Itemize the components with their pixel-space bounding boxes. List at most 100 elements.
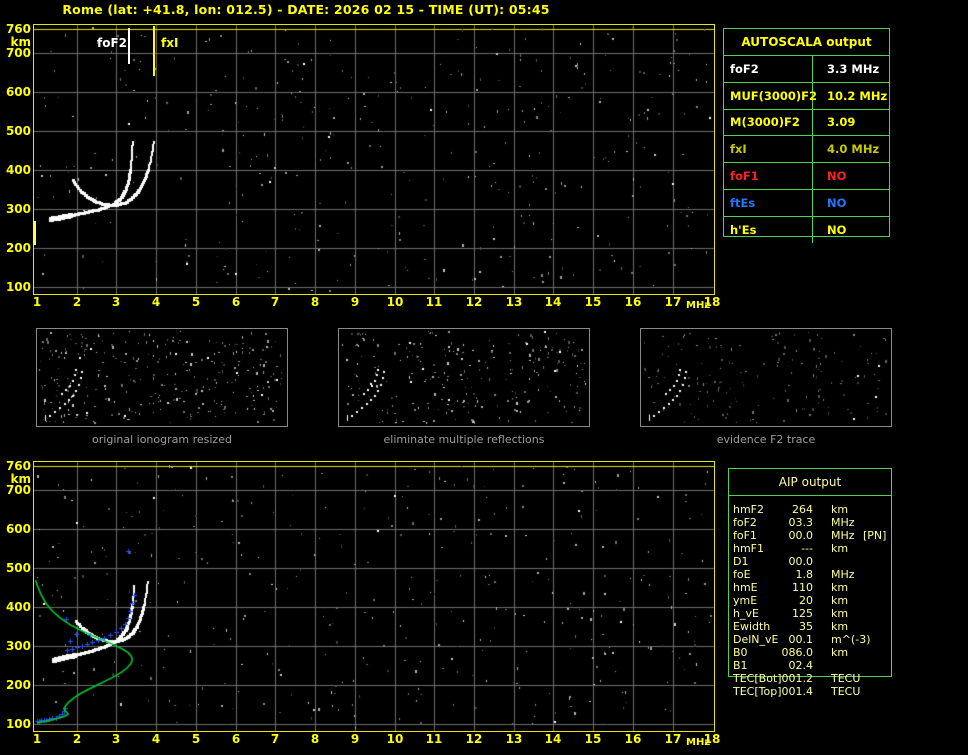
aip-table-title: AIP output <box>729 469 891 496</box>
autoscala-value-hes: NO <box>827 222 847 237</box>
x-tick-13-plot0: 13 <box>505 295 523 309</box>
aip-label-yme: ymE <box>733 594 758 607</box>
y-tick-600-plot0: 600 <box>5 85 31 99</box>
x-tick-7-plot0: 7 <box>270 295 280 309</box>
x-tick-4-plot1: 4 <box>151 732 161 746</box>
aip-row-d1: D1 00.0 <box>733 555 905 568</box>
aip-value-tecbot: 001.2 <box>781 672 814 685</box>
thumbnail-caption-eliminate: eliminate multiple reflections <box>383 433 545 446</box>
aip-unit-foe: MHz <box>831 568 855 581</box>
autoscala-value-ftes: NO <box>827 195 847 210</box>
autoscala-value-m3000f2: 3.09 <box>827 115 856 130</box>
y-tick-400-plot1: 400 <box>5 600 31 614</box>
aip-label-fof2: foF2 <box>733 516 757 529</box>
x-tick-17-plot1: 17 <box>664 732 682 746</box>
aip-value-hme: 110 <box>792 581 813 594</box>
x-tick-15-plot0: 15 <box>584 295 602 309</box>
autoscala-value-fof2: 3.3 MHz <box>827 61 880 76</box>
y-tick-300-plot0: 300 <box>5 202 31 216</box>
autoscala-label-hes: h'Es <box>724 216 813 243</box>
page-title: Rome (lat: +41.8, lon: 012.5) - DATE: 20… <box>62 2 550 17</box>
aip-label-hmf2: hmF2 <box>733 503 765 516</box>
thumbnail-canvas-evidence <box>641 329 891 426</box>
autoscala-value-fxi: 4.0 MHz <box>827 142 880 157</box>
x-tick-6-plot1: 6 <box>231 732 241 746</box>
ionogram-plot-bottom <box>33 461 715 732</box>
x-tick-1-plot0: 1 <box>32 295 42 309</box>
x-tick-6-plot0: 6 <box>231 295 241 309</box>
x-tick-18-plot0: 18 <box>703 295 721 309</box>
aip-value-d1: 00.0 <box>788 555 814 568</box>
autoscala-label-fxi: fxI <box>724 136 813 163</box>
y-tick-300-plot1: 300 <box>5 639 31 653</box>
x-tick-11-plot0: 11 <box>425 295 443 309</box>
aip-row-tectop: TEC[Top] 001.4 TECU <box>733 685 905 698</box>
aip-value-foe: 1.8 <box>795 568 814 581</box>
aip-value-fof1: 00.0 <box>788 529 814 542</box>
autoscala-table-title: AUTOSCALA output <box>724 29 889 56</box>
x-tick-14-plot1: 14 <box>544 732 562 746</box>
aip-value-hmf2: 264 <box>792 503 813 516</box>
aip-row-tecbot: TEC[Bot] 001.2 TECU <box>733 672 905 685</box>
thumbnail-caption-evidence: evidence F2 trace <box>716 433 816 446</box>
autoscala-label-fof1: foF1 <box>724 163 813 189</box>
aip-label-d1: D1 <box>733 555 749 568</box>
autoscala-row-hes: h'Es NO <box>724 216 889 243</box>
y-tick-700-plot1: 700 <box>5 483 31 497</box>
aip-value-tectop: 001.4 <box>781 685 814 698</box>
aip-value-fof2: 03.3 <box>788 516 814 529</box>
y-tick-700-plot0: 700 <box>5 46 31 60</box>
aip-label-foe: foE <box>733 568 751 581</box>
x-axis-unit-plot0: MHz <box>686 300 711 311</box>
aip-row-fof2: foF2 03.3 MHz <box>733 516 905 529</box>
fxI-marker-line <box>153 26 155 76</box>
y-tick-760-plot0: 760 <box>5 22 31 36</box>
thumbnail-canvas-eliminate <box>339 329 589 426</box>
aip-extra-fof1: [PN] <box>863 529 887 542</box>
aip-label-tectop: TEC[Top] <box>733 685 782 698</box>
aip-row-b0: B0 086.0 km <box>733 646 905 659</box>
aip-value-delnve: 00.1 <box>788 633 814 646</box>
autoscala-value-muf3000f2: 10.2 MHz <box>827 88 888 103</box>
aip-unit-b1 <box>831 659 861 672</box>
autoscala-label-fof2: foF2 <box>724 56 813 82</box>
aip-label-ewidth: Ewidth <box>733 620 771 633</box>
aip-unit-fof1: MHz <box>831 529 855 542</box>
autoscala-row-muf3000f2: MUF(3000)F2 10.2 MHz <box>724 82 889 110</box>
thumbnail-original-ionogram <box>36 328 288 427</box>
aip-row-ewidth: Ewidth 35 km <box>733 620 905 633</box>
aip-unit-tecbot: TECU <box>831 672 861 685</box>
x-tick-1-plot1: 1 <box>32 732 42 746</box>
y-tick-500-plot0: 500 <box>5 124 31 138</box>
x-tick-5-plot0: 5 <box>191 295 201 309</box>
aip-unit-fof2: MHz <box>831 516 855 529</box>
x-tick-13-plot1: 13 <box>505 732 523 746</box>
aip-row-hme: hmE 110 km <box>733 581 905 594</box>
aip-row-delnve: DelN_vE 00.1 m^(-3) <box>733 633 905 646</box>
x-tick-16-plot1: 16 <box>624 732 642 746</box>
y-tick-200-plot0: 200 <box>5 241 31 255</box>
hF-axis-marker <box>33 221 36 245</box>
x-tick-10-plot1: 10 <box>386 732 404 746</box>
aip-label-tecbot: TEC[Bot] <box>733 672 782 685</box>
y-tick-100-plot1: 100 <box>5 717 31 731</box>
x-tick-12-plot1: 12 <box>465 732 483 746</box>
aip-value-ewidth: 35 <box>799 620 813 633</box>
y-tick-600-plot1: 600 <box>5 522 31 536</box>
x-tick-16-plot0: 16 <box>624 295 642 309</box>
aip-unit-delnve: m^(-3) <box>831 633 871 646</box>
y-axis-unit-plot0: km <box>10 35 31 49</box>
x-tick-15-plot1: 15 <box>584 732 602 746</box>
autoscala-label-ftes: ftEs <box>724 189 813 216</box>
y-tick-400-plot0: 400 <box>5 163 31 177</box>
autoscala-row-ftes: ftEs NO <box>724 189 889 217</box>
aip-value-b0: 086.0 <box>781 646 814 659</box>
autoscala-label-muf3000f2: MUF(3000)F2 <box>724 82 817 109</box>
aip-unit-yme: km <box>831 594 849 607</box>
x-tick-8-plot0: 8 <box>310 295 320 309</box>
aip-label-fof1: foF1 <box>733 529 757 542</box>
aip-label-delnve: DelN_vE <box>733 633 779 646</box>
y-tick-760-plot1: 760 <box>5 459 31 473</box>
x-tick-9-plot0: 9 <box>350 295 360 309</box>
aip-unit-hme: km <box>831 581 849 594</box>
